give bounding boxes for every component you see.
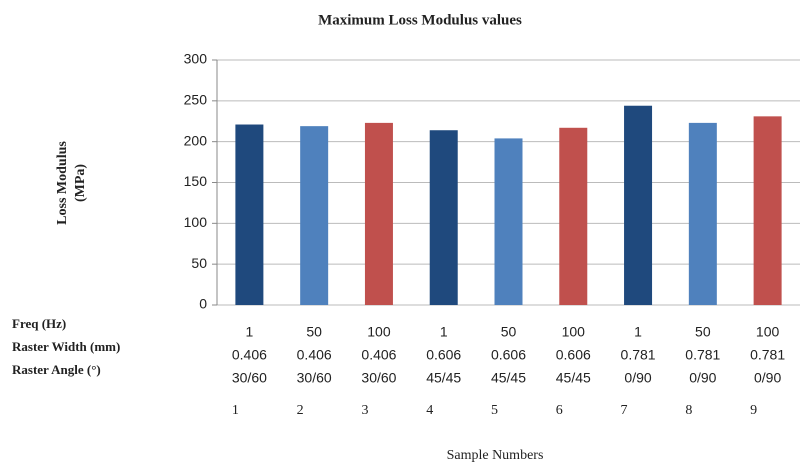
x-tick-label: 0.406 bbox=[232, 347, 267, 363]
row-label: Freq (Hz) bbox=[12, 316, 66, 331]
x-tick-label: 100 bbox=[756, 324, 780, 340]
x-tick-label: 0/90 bbox=[689, 370, 716, 386]
bar bbox=[494, 138, 523, 305]
x-tick-label: 100 bbox=[367, 324, 391, 340]
x-tick-label: 30/60 bbox=[361, 370, 396, 386]
bar bbox=[235, 124, 264, 306]
x-tick-label: 45/45 bbox=[491, 370, 526, 386]
x-tick-label: 0.406 bbox=[361, 347, 396, 363]
x-tick-label: 5 bbox=[491, 403, 498, 418]
x-tick-label: 0/90 bbox=[754, 370, 781, 386]
x-tick-label: 50 bbox=[695, 324, 711, 340]
x-axis-label: Sample Numbers bbox=[447, 448, 544, 463]
x-tick-label: 0.606 bbox=[556, 347, 591, 363]
x-tick-label: 45/45 bbox=[556, 370, 591, 386]
x-tick-label: 0.606 bbox=[426, 347, 461, 363]
bar bbox=[559, 127, 588, 306]
x-tick-label: 0/90 bbox=[624, 370, 651, 386]
chart-title: Maximum Loss Modulus values bbox=[318, 12, 522, 28]
bar bbox=[300, 126, 329, 306]
x-tick-label: 0.606 bbox=[491, 347, 526, 363]
bar bbox=[688, 122, 717, 305]
x-tick-label: 9 bbox=[750, 403, 757, 418]
x-tick-label: 50 bbox=[501, 324, 517, 340]
x-tick-label: 1 bbox=[245, 324, 253, 340]
x-tick-label: 50 bbox=[306, 324, 322, 340]
x-tick-label: 3 bbox=[361, 403, 368, 418]
y-tick-label: 250 bbox=[184, 92, 208, 108]
x-tick-label: 0.781 bbox=[750, 347, 785, 363]
x-tick-label: 1 bbox=[440, 324, 448, 340]
x-tick-label: 0.406 bbox=[297, 347, 332, 363]
x-tick-label: 0.781 bbox=[685, 347, 720, 363]
y-axis-label: Loss Modulus (MPa) bbox=[55, 141, 88, 225]
y-axis-label-line: Loss Modulus bbox=[55, 141, 70, 225]
bar bbox=[429, 130, 458, 305]
bar bbox=[364, 122, 393, 305]
x-tick-label: 30/60 bbox=[297, 370, 332, 386]
bar bbox=[624, 105, 653, 305]
x-tick-label: 30/60 bbox=[232, 370, 267, 386]
y-tick-label: 300 bbox=[184, 51, 208, 67]
x-tick-label: 1 bbox=[634, 324, 642, 340]
y-tick-label: 0 bbox=[199, 296, 207, 312]
y-tick-label: 200 bbox=[184, 132, 208, 148]
x-tick-label: 100 bbox=[562, 324, 586, 340]
y-axis-label-line: (MPa) bbox=[73, 164, 88, 202]
row-label: Raster Width (mm) bbox=[12, 339, 120, 354]
x-tick-label: 4 bbox=[426, 403, 433, 418]
x-tick-label: 1 bbox=[232, 403, 239, 418]
x-tick-label: 2 bbox=[297, 403, 304, 418]
x-tick-label: 6 bbox=[556, 403, 563, 418]
y-tick-label: 100 bbox=[184, 214, 208, 230]
row-label: Raster Angle (°) bbox=[12, 362, 101, 377]
y-tick-label: 150 bbox=[184, 173, 208, 189]
y-tick-label: 50 bbox=[191, 255, 207, 271]
x-tick-label: 8 bbox=[685, 403, 692, 418]
x-tick-label: 45/45 bbox=[426, 370, 461, 386]
bar bbox=[753, 116, 782, 305]
x-tick-label: 0.781 bbox=[621, 347, 656, 363]
x-tick-label: 7 bbox=[621, 403, 628, 418]
